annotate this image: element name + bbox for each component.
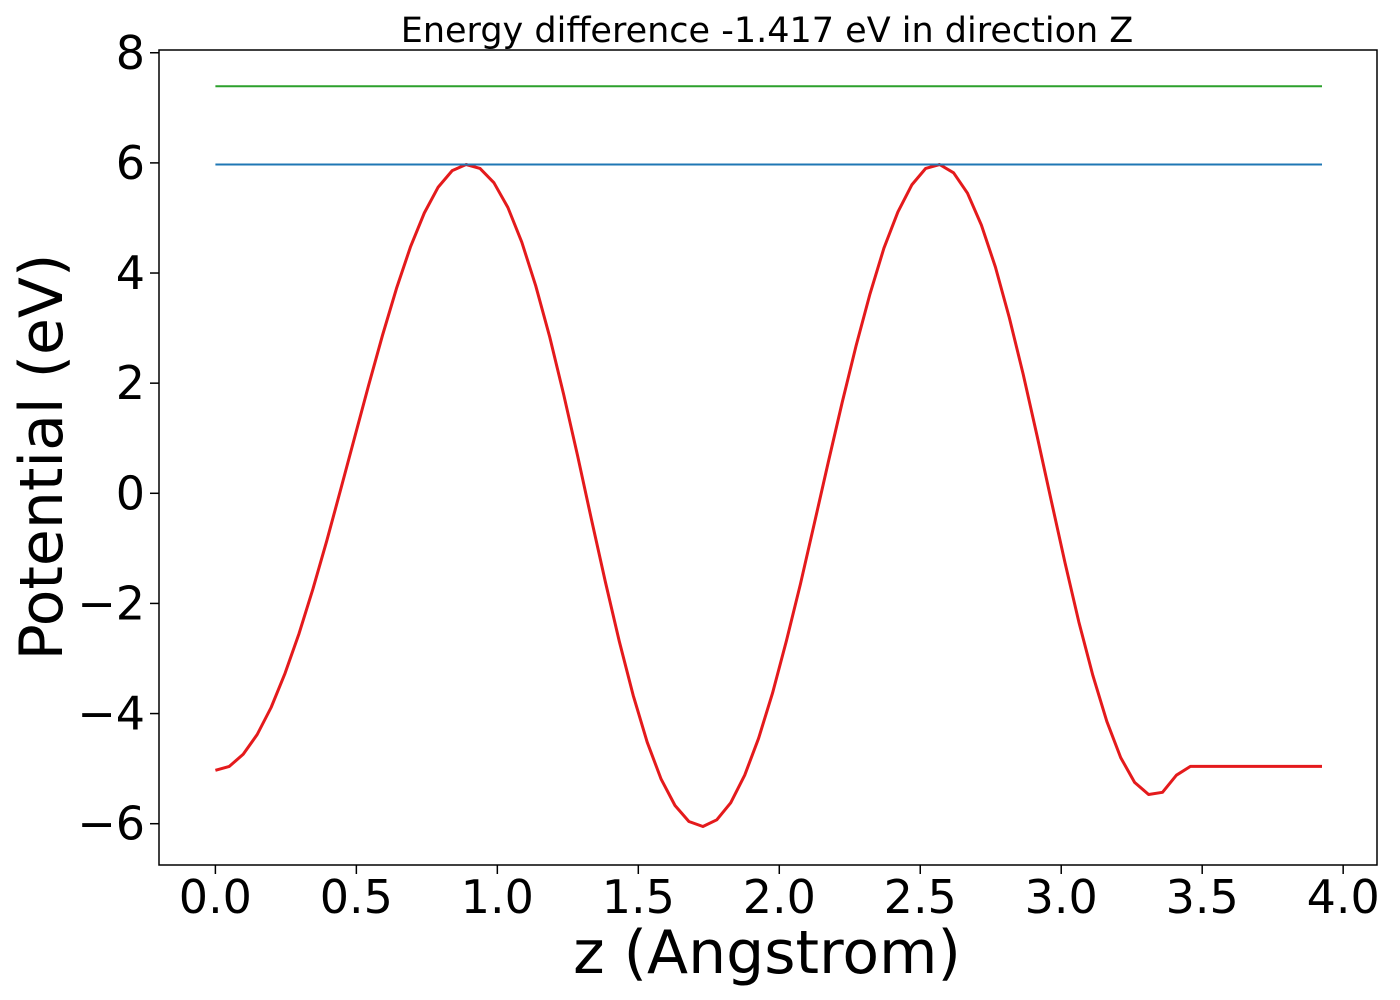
x-tick-label: 3.0 — [1025, 870, 1098, 924]
x-tick-label: 1.5 — [602, 870, 675, 924]
series-line-1 — [214, 163, 1322, 828]
chart-title: Energy difference -1.417 eV in direction… — [401, 11, 1134, 51]
x-axis: 0.0 0.5 1.0 1.5 2.0 2.5 3.0 3.5 4.0 — [179, 865, 1380, 924]
y-tick-label: 8 — [116, 26, 145, 80]
x-tick-label: 3.5 — [1166, 870, 1239, 924]
x-axis-label: z (Angstrom) — [573, 918, 961, 988]
x-tick-label: 2.5 — [884, 870, 957, 924]
y-tick-label: −6 — [77, 797, 145, 851]
y-axis-label: Potential (eV) — [7, 254, 77, 661]
y-tick-label: 4 — [116, 246, 145, 300]
x-tick-label: 0.5 — [320, 870, 393, 924]
y-tick-label: −4 — [77, 687, 145, 741]
y-tick-label: 2 — [116, 356, 145, 410]
x-tick-label: 0.0 — [179, 870, 252, 924]
plot-frame — [158, 49, 1378, 866]
y-tick-label: 6 — [116, 136, 145, 190]
x-tick-label: 1.0 — [461, 870, 534, 924]
x-tick-label: 4.0 — [1307, 870, 1380, 924]
y-axis: −6 −4 −2 0 2 4 6 8 — [77, 26, 159, 851]
y-tick-label: 0 — [116, 466, 145, 520]
series-layer — [214, 85, 1322, 828]
x-tick-label: 2.0 — [743, 870, 816, 924]
y-tick-label: −2 — [77, 576, 145, 630]
